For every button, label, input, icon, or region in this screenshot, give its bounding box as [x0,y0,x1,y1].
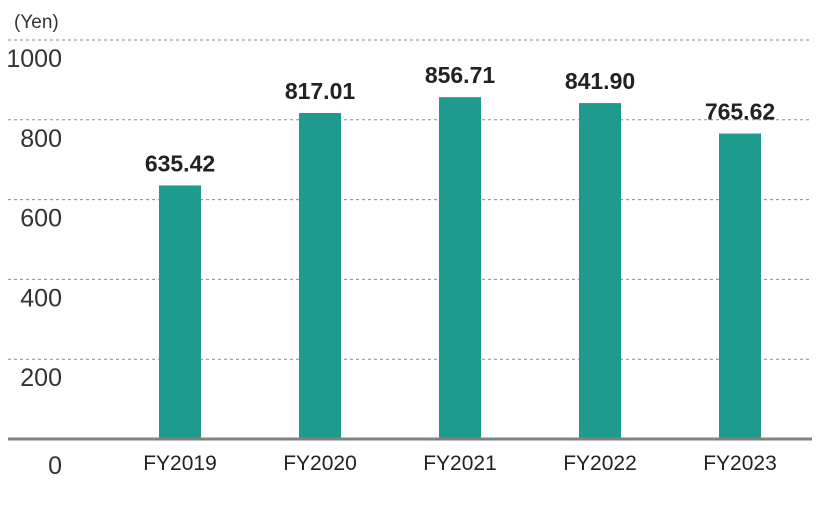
x-tick-label-fy2020: FY2020 [283,452,357,475]
bar-fy2020 [299,113,341,440]
y-tick-label: 600 [20,205,62,233]
data-label-fy2020: 817.01 [285,78,356,104]
bar-fy2019 [159,185,201,439]
y-axis-unit-label: (Yen) [14,12,59,33]
x-tick-label-fy2022: FY2022 [563,452,637,475]
y-tick-label: 0 [48,452,62,480]
bar-fy2023 [719,133,761,439]
bar-fy2021 [439,97,481,440]
bar-fy2022 [579,103,621,439]
y-tick-label: 1000 [6,45,62,73]
data-label-fy2022: 841.90 [565,68,635,94]
x-axis-ticks: FY2019 FY2020 FY2021 FY2022 FY2023 [143,452,777,475]
y-tick-label: 400 [20,284,62,312]
y-axis-ticks: 0 200 400 600 800 1000 [6,45,62,480]
bars [159,97,761,440]
x-tick-label-fy2021: FY2021 [423,452,497,475]
data-label-fy2019: 635.42 [145,150,215,176]
data-label-fy2021: 856.71 [425,62,496,88]
x-tick-label-fy2023: FY2023 [703,452,777,475]
y-tick-label: 200 [20,364,62,392]
gridlines [8,39,812,360]
data-labels: 635.42 817.01 856.71 841.90 765.62 [145,62,775,176]
x-tick-label-fy2019: FY2019 [143,452,217,475]
y-tick-label: 800 [20,125,62,153]
data-label-fy2023: 765.62 [705,99,775,125]
